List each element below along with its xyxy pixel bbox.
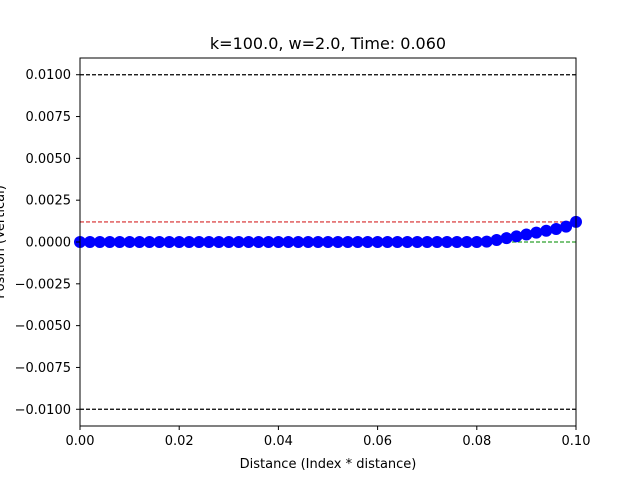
- data-point: [431, 236, 444, 248]
- data-point: [560, 220, 573, 233]
- data-point: [292, 236, 305, 248]
- data-point: [202, 236, 215, 248]
- x-axis-title: Distance (Index * distance): [240, 457, 417, 472]
- y-tick-label: 0.0075: [26, 110, 72, 125]
- x-tick-label: 0.10: [562, 434, 591, 449]
- data-point: [312, 236, 325, 248]
- chart-title: k=100.0, w=2.0, Time: 0.060: [210, 34, 446, 53]
- data-point: [371, 236, 384, 248]
- data-point: [441, 236, 454, 248]
- x-axis-ticks: 0.00 0.02 0.04 0.06 0.08 0.10: [66, 426, 591, 449]
- data-point: [550, 222, 563, 235]
- data-point: [212, 236, 225, 248]
- data-points: [74, 215, 582, 248]
- data-point: [490, 233, 503, 246]
- data-point: [272, 236, 285, 248]
- data-point: [242, 236, 255, 248]
- data-point: [133, 236, 146, 248]
- x-tick-label: 0.04: [264, 434, 293, 449]
- data-point: [183, 236, 196, 248]
- data-point: [341, 236, 354, 248]
- x-tick-label: 0.02: [165, 434, 194, 449]
- data-point: [351, 236, 364, 248]
- x-tick-label: 0.00: [66, 434, 95, 449]
- data-point: [480, 235, 493, 248]
- data-point: [143, 236, 156, 248]
- data-point: [93, 236, 106, 248]
- data-point: [262, 236, 275, 248]
- data-point: [470, 236, 483, 248]
- data-point: [510, 230, 523, 243]
- data-point: [123, 236, 136, 248]
- data-point: [282, 236, 295, 248]
- data-point: [391, 236, 404, 248]
- data-point: [163, 236, 176, 248]
- data-point: [173, 236, 186, 248]
- y-tick-label: −0.0075: [15, 361, 71, 376]
- y-tick-label: −0.0100: [15, 403, 71, 418]
- y-tick-label: 0.0050: [26, 152, 72, 167]
- data-point: [520, 228, 533, 241]
- data-point: [222, 236, 235, 248]
- data-point: [113, 236, 126, 248]
- data-point: [401, 236, 414, 248]
- data-point: [540, 224, 553, 237]
- data-point: [450, 236, 463, 248]
- data-point: [302, 236, 315, 248]
- x-tick-label: 0.08: [462, 434, 491, 449]
- data-point: [153, 236, 166, 248]
- data-point: [411, 236, 424, 248]
- data-point: [361, 236, 374, 248]
- data-point: [421, 236, 434, 248]
- data-point: [322, 236, 334, 248]
- y-tick-label: 0.0025: [26, 194, 72, 209]
- data-point: [460, 236, 473, 248]
- data-point: [500, 232, 513, 245]
- y-tick-label: −0.0050: [15, 319, 71, 334]
- y-tick-label: −0.0025: [15, 277, 71, 292]
- y-axis-ticks: −0.0100 −0.0075 −0.0050 −0.0025 0.0000 0.0025…: [15, 68, 80, 418]
- y-tick-label: 0.0000: [26, 236, 72, 251]
- data-point: [252, 236, 265, 248]
- data-point: [232, 236, 245, 248]
- data-point: [331, 236, 344, 248]
- y-tick-label: 0.0100: [26, 68, 72, 83]
- data-point: [530, 226, 543, 239]
- data-point: [381, 236, 394, 248]
- x-tick-label: 0.06: [363, 434, 392, 449]
- data-point: [83, 236, 96, 248]
- data-point: [193, 236, 206, 248]
- data-point: [103, 236, 116, 248]
- y-axis-title: Position (Vertical): [0, 185, 8, 299]
